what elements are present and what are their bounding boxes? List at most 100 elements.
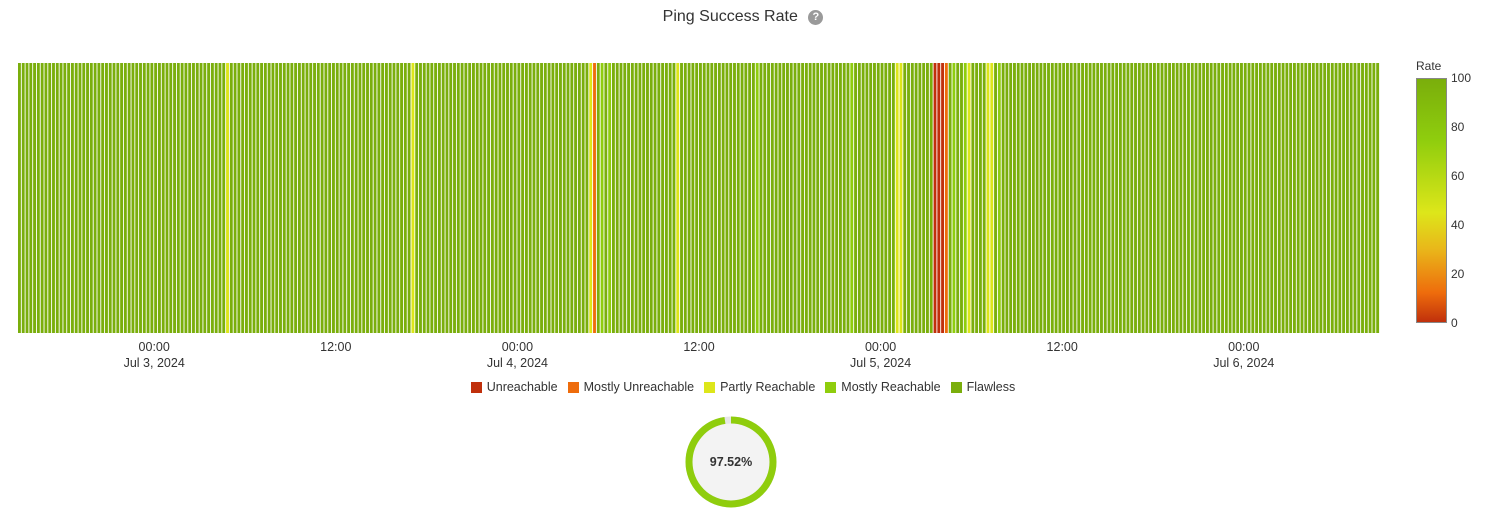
heatmap-cell[interactable] xyxy=(1137,63,1141,333)
heatmap-cell[interactable] xyxy=(566,63,570,333)
heatmap-cell[interactable] xyxy=(1224,63,1228,333)
heatmap-cell[interactable] xyxy=(1308,63,1311,333)
heatmap-cell[interactable] xyxy=(275,63,279,333)
heatmap-cell[interactable] xyxy=(301,63,305,333)
heatmap-cell[interactable] xyxy=(638,63,642,333)
heatmap-cell[interactable] xyxy=(33,63,37,333)
heatmap-cell[interactable] xyxy=(411,63,415,333)
heatmap-cell[interactable] xyxy=(755,63,759,333)
heatmap-cell[interactable] xyxy=(1073,63,1077,333)
heatmap-cell[interactable] xyxy=(808,63,812,333)
heatmap-cell[interactable] xyxy=(479,63,483,333)
heatmap-cell[interactable] xyxy=(778,63,782,333)
heatmap-cell[interactable] xyxy=(596,63,600,333)
heatmap-cell[interactable] xyxy=(381,63,385,333)
heatmap-cell[interactable] xyxy=(169,63,173,333)
heatmap-cell[interactable] xyxy=(207,63,211,333)
heatmap-cell[interactable] xyxy=(975,63,979,333)
heatmap-cell[interactable] xyxy=(1168,63,1172,333)
heatmap-cell[interactable] xyxy=(888,63,892,333)
heatmap-cell[interactable] xyxy=(967,63,971,333)
heatmap-cell[interactable] xyxy=(1100,63,1103,333)
heatmap-cell[interactable] xyxy=(426,63,430,333)
heatmap-cell[interactable] xyxy=(661,63,665,333)
heatmap-cell[interactable] xyxy=(997,63,1001,333)
heatmap-cell[interactable] xyxy=(1179,63,1183,333)
heatmap-cell[interactable] xyxy=(1292,63,1296,333)
heatmap-cell[interactable] xyxy=(1141,63,1145,333)
heatmap-cell[interactable] xyxy=(891,63,895,333)
heatmap-cell[interactable] xyxy=(453,63,456,333)
heatmap-cell[interactable] xyxy=(555,63,559,333)
heatmap-cell[interactable] xyxy=(664,63,668,333)
heatmap-cell[interactable] xyxy=(1058,63,1062,333)
heatmap-cell[interactable] xyxy=(956,63,960,333)
heatmap-cell[interactable] xyxy=(585,63,589,333)
heatmap-cell[interactable] xyxy=(540,63,543,333)
heatmap-cell[interactable] xyxy=(218,63,222,333)
heatmap-cell[interactable] xyxy=(1062,63,1066,333)
heatmap-cell[interactable] xyxy=(55,63,59,333)
heatmap-cell[interactable] xyxy=(1047,63,1050,333)
heatmap-cell[interactable] xyxy=(1357,63,1361,333)
heatmap-cell[interactable] xyxy=(1296,63,1300,333)
heatmap-cell[interactable] xyxy=(320,63,324,333)
heatmap-cell[interactable] xyxy=(960,63,963,333)
heatmap-cell[interactable] xyxy=(347,63,351,333)
heatmap-cell[interactable] xyxy=(434,63,438,333)
heatmap-cell[interactable] xyxy=(706,63,710,333)
heatmap-cell[interactable] xyxy=(456,63,460,333)
heatmap-cell[interactable] xyxy=(751,63,755,333)
heatmap-cell[interactable] xyxy=(245,63,248,333)
heatmap-cell[interactable] xyxy=(101,63,105,333)
heatmap-cell[interactable] xyxy=(475,63,479,333)
heatmap-cell[interactable] xyxy=(237,63,241,333)
heatmap-cell[interactable] xyxy=(146,63,150,333)
heatmap-cell[interactable] xyxy=(907,63,910,333)
heatmap-cell[interactable] xyxy=(850,63,854,333)
heatmap-cell[interactable] xyxy=(1349,63,1353,333)
heatmap-cell[interactable] xyxy=(437,63,441,333)
heatmap-cell[interactable] xyxy=(59,63,63,333)
heatmap-cell[interactable] xyxy=(487,63,491,333)
heatmap-cell[interactable] xyxy=(744,63,748,333)
heatmap-cell[interactable] xyxy=(536,63,540,333)
heatmap-cell[interactable] xyxy=(1187,63,1190,333)
heatmap-cell[interactable] xyxy=(978,63,982,333)
heatmap-cell[interactable] xyxy=(44,63,48,333)
heatmap-cell[interactable] xyxy=(332,63,335,333)
heatmap-cell[interactable] xyxy=(615,63,619,333)
heatmap-cell[interactable] xyxy=(1065,63,1069,333)
heatmap-cell[interactable] xyxy=(468,63,472,333)
heatmap-cell[interactable] xyxy=(838,63,842,333)
heatmap-cell[interactable] xyxy=(282,63,286,333)
heatmap-cell[interactable] xyxy=(683,63,687,333)
heatmap-cell[interactable] xyxy=(263,63,267,333)
heatmap-cell[interactable] xyxy=(918,63,922,333)
legend-item[interactable]: Partly Reachable xyxy=(704,380,815,394)
heatmap-cell[interactable] xyxy=(649,63,653,333)
heatmap-cell[interactable] xyxy=(229,63,233,333)
heatmap-cell[interactable] xyxy=(627,63,630,333)
heatmap-cell[interactable] xyxy=(600,63,604,333)
heatmap-cell[interactable] xyxy=(1202,63,1206,333)
heatmap-cell[interactable] xyxy=(559,63,562,333)
heatmap-cell[interactable] xyxy=(944,63,948,333)
heatmap-cell[interactable] xyxy=(1319,63,1323,333)
heatmap-cell[interactable] xyxy=(1126,63,1130,333)
heatmap-cell[interactable] xyxy=(1251,63,1255,333)
heatmap-cell[interactable] xyxy=(1243,63,1247,333)
heatmap-cell[interactable] xyxy=(29,63,33,333)
heatmap-cell[interactable] xyxy=(1289,63,1293,333)
heatmap-cell[interactable] xyxy=(774,63,778,333)
heatmap-cell[interactable] xyxy=(472,63,475,333)
heatmap-cell[interactable] xyxy=(93,63,97,333)
heatmap-cell[interactable] xyxy=(89,63,93,333)
heatmap-cell[interactable] xyxy=(873,63,876,333)
heatmap-cell[interactable] xyxy=(517,63,521,333)
heatmap-cell[interactable] xyxy=(816,63,820,333)
heatmap-cell[interactable] xyxy=(1020,63,1024,333)
heatmap-cell[interactable] xyxy=(1024,63,1028,333)
heatmap-cell[interactable] xyxy=(1149,63,1153,333)
heatmap-cell[interactable] xyxy=(695,63,699,333)
